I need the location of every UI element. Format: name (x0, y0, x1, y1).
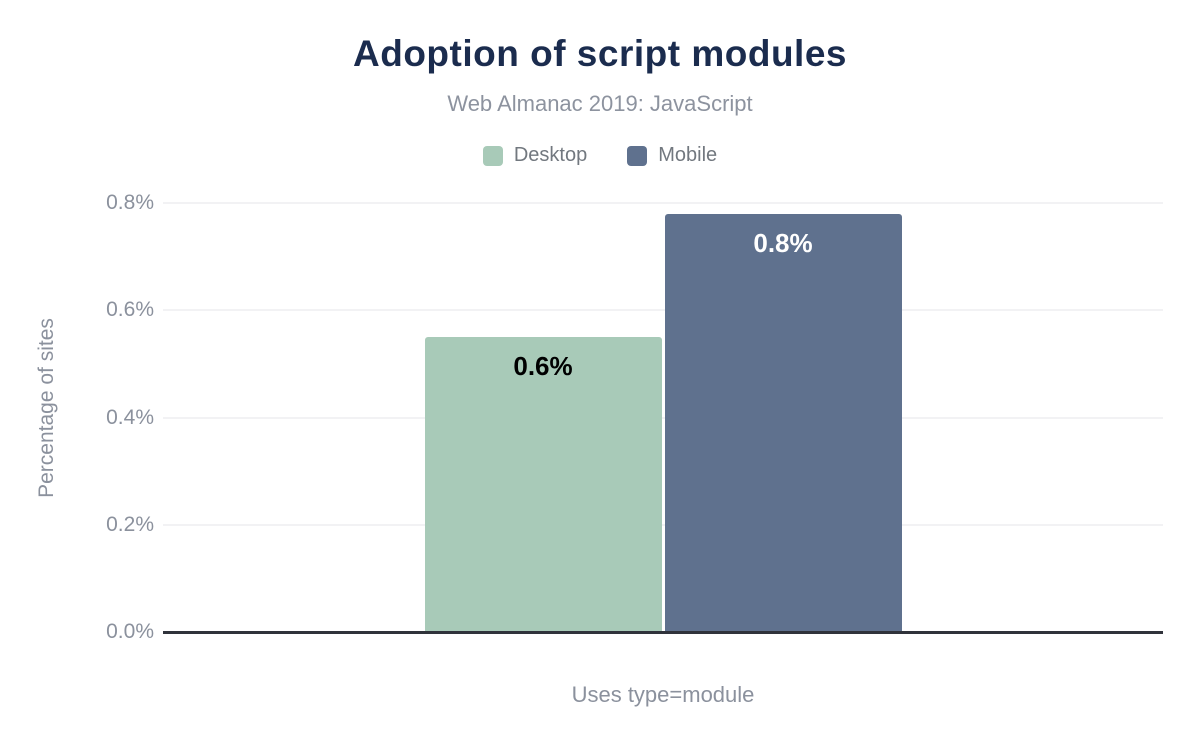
legend: Desktop Mobile (0, 144, 1200, 167)
gridline (163, 309, 1163, 312)
legend-item-desktop[interactable]: Desktop (482, 144, 588, 167)
legend-label-mobile: Mobile (658, 144, 718, 166)
desktop-swatch-icon (482, 145, 503, 166)
y-tick-label: 0.6% (106, 298, 154, 322)
x-axis-baseline (163, 631, 1163, 634)
gridline (163, 416, 1163, 419)
y-tick-label: 0.4% (106, 405, 154, 429)
y-tick-label: 0.2% (106, 512, 154, 536)
legend-label-desktop: Desktop (513, 144, 588, 166)
y-tick-label: 0.8% (106, 191, 154, 214)
bar-value-label-desktop: 0.6% (513, 351, 573, 382)
x-axis-label: Uses type=module (571, 682, 755, 707)
plot-area: 0.0% 0.2% 0.4% 0.6% 0.8% 0.6% 0.8% (106, 190, 1163, 643)
y-axis-title: Percentage of sites (35, 318, 58, 498)
bar-value-label-mobile: 0.8% (753, 227, 813, 258)
gridline (163, 202, 1163, 204)
gridline (163, 523, 1163, 526)
chart-title: Adoption of script modules (353, 33, 847, 74)
y-tick-label: 0.0% (106, 620, 154, 643)
chart-subtitle: Web Almanac 2019: JavaScript (447, 91, 753, 116)
bar-mobile[interactable]: 0.8% (664, 213, 902, 632)
legend-item-mobile[interactable]: Mobile (627, 144, 717, 167)
bar-desktop[interactable]: 0.6% (424, 337, 662, 632)
mobile-swatch-icon (627, 145, 648, 166)
